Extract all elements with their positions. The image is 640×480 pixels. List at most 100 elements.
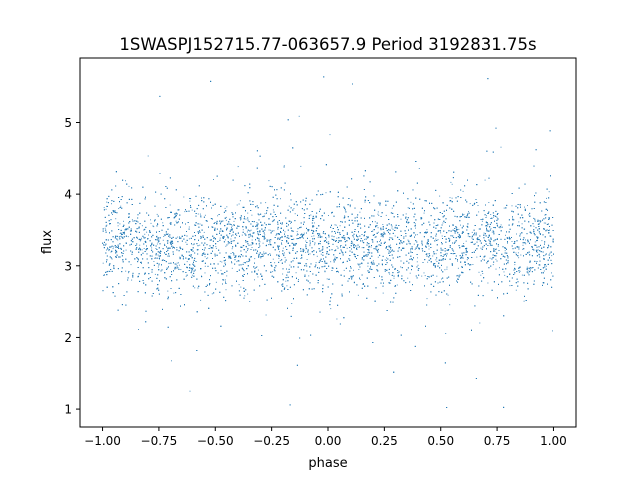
data-point <box>294 213 296 215</box>
data-point <box>191 209 193 211</box>
data-point <box>199 213 201 215</box>
data-point <box>197 213 199 215</box>
data-point <box>445 333 447 334</box>
data-point <box>151 242 153 244</box>
data-point <box>222 220 224 222</box>
data-point <box>199 223 201 225</box>
data-point <box>153 261 155 262</box>
data-point <box>224 239 226 241</box>
data-point <box>344 215 346 217</box>
data-point <box>186 261 188 263</box>
data-point <box>115 236 116 238</box>
data-point <box>382 292 384 294</box>
data-point <box>534 220 536 222</box>
data-point <box>523 300 525 302</box>
data-point <box>244 295 246 297</box>
data-point <box>271 221 273 223</box>
data-point <box>119 256 121 258</box>
data-point <box>156 213 158 215</box>
data-point <box>219 237 221 239</box>
data-point <box>194 287 196 289</box>
data-point <box>288 251 290 253</box>
data-point <box>326 238 327 240</box>
data-point <box>220 269 222 271</box>
data-point <box>203 253 205 255</box>
data-point <box>358 269 360 270</box>
data-point <box>284 252 285 254</box>
data-point <box>215 246 217 248</box>
data-point <box>492 264 494 266</box>
data-point <box>231 262 233 264</box>
data-point <box>546 197 547 199</box>
data-point <box>223 235 225 237</box>
data-point <box>221 261 223 263</box>
data-point <box>316 255 318 257</box>
data-point <box>130 264 132 266</box>
data-point <box>449 304 451 306</box>
data-point <box>262 242 264 244</box>
data-point <box>549 252 551 254</box>
data-point <box>175 263 177 265</box>
data-point <box>306 259 308 260</box>
data-point <box>418 168 420 169</box>
chart-title: 1SWASPJ152715.77-063657.9 Period 3192831… <box>119 35 536 54</box>
data-point <box>268 229 270 231</box>
data-point <box>505 234 506 236</box>
data-point <box>446 268 448 270</box>
data-point <box>400 241 402 243</box>
data-point <box>257 276 259 278</box>
data-point <box>207 257 209 259</box>
data-point <box>169 204 171 206</box>
data-point <box>421 275 423 277</box>
data-point <box>382 227 384 229</box>
data-point <box>279 251 280 253</box>
data-point <box>280 198 281 200</box>
data-point <box>521 223 523 225</box>
data-point <box>225 216 227 218</box>
data-point <box>522 244 524 246</box>
data-point <box>371 261 373 263</box>
data-point <box>251 214 253 216</box>
data-point <box>359 211 361 213</box>
data-point <box>504 250 506 252</box>
data-point <box>185 275 187 277</box>
data-point <box>353 236 355 238</box>
data-point <box>180 269 182 270</box>
data-point <box>494 250 496 252</box>
data-point <box>394 235 396 237</box>
data-point <box>145 237 146 239</box>
data-point <box>123 220 124 222</box>
data-point <box>268 180 270 182</box>
data-point <box>183 196 185 198</box>
data-point <box>221 230 223 231</box>
data-point <box>450 181 452 183</box>
data-point <box>533 225 535 227</box>
data-point <box>525 239 526 241</box>
data-point <box>487 225 489 227</box>
data-point <box>190 198 192 200</box>
data-point <box>159 173 161 174</box>
data-point <box>303 232 305 234</box>
data-point <box>288 205 290 207</box>
data-point <box>325 263 327 264</box>
data-point <box>260 257 262 259</box>
data-point <box>543 270 545 272</box>
data-point <box>173 292 175 294</box>
data-point <box>228 257 230 259</box>
data-point <box>292 247 294 249</box>
data-point <box>139 244 141 246</box>
data-point <box>225 245 227 247</box>
data-point <box>527 270 529 272</box>
data-point <box>281 243 283 245</box>
data-point <box>407 207 409 209</box>
data-point <box>302 249 304 251</box>
data-point <box>346 247 348 249</box>
data-point <box>239 200 241 202</box>
data-point <box>154 257 156 259</box>
data-point <box>115 218 117 220</box>
data-point <box>367 265 369 267</box>
data-point <box>491 231 493 233</box>
data-point <box>339 225 341 227</box>
data-point <box>476 256 478 258</box>
